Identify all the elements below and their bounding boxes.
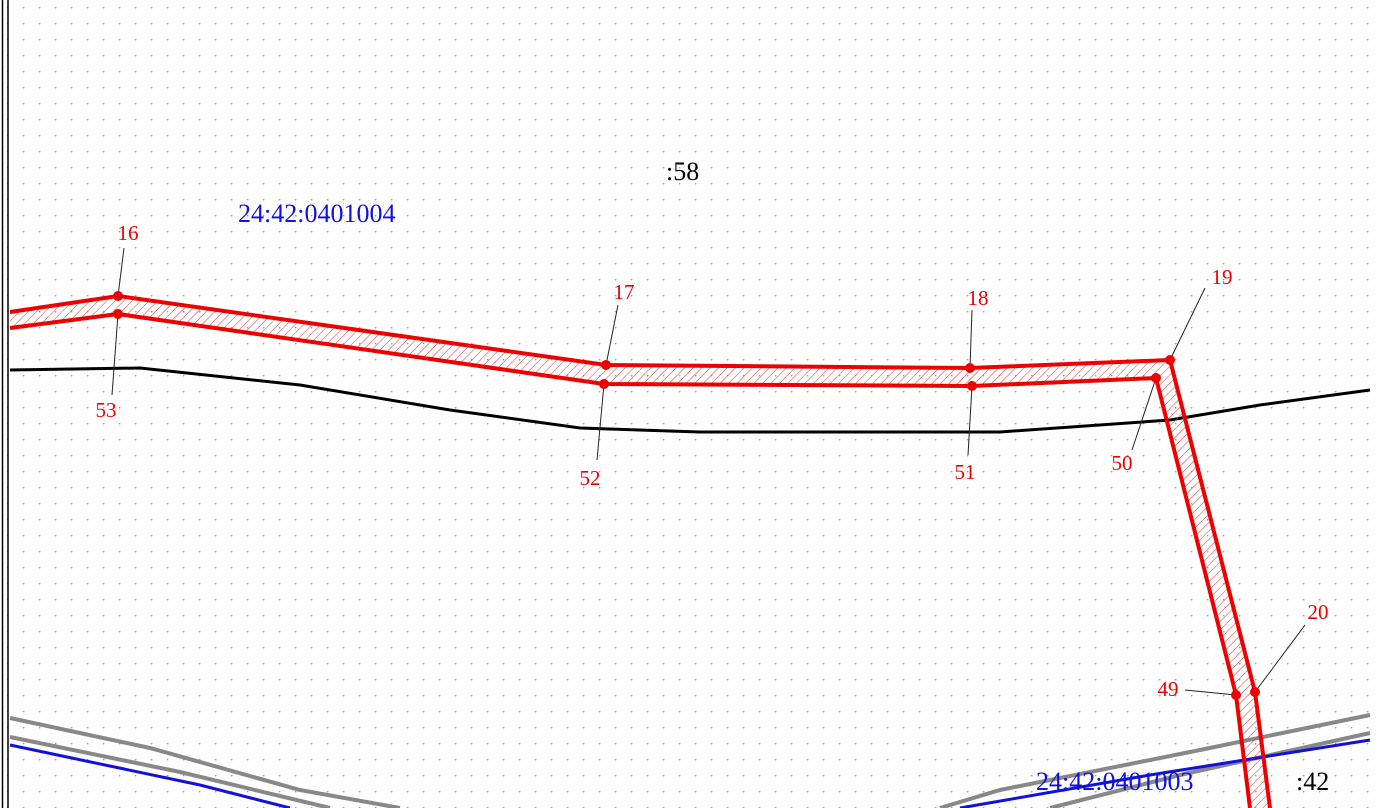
point-label: 51 — [955, 460, 976, 484]
leader — [969, 309, 973, 369]
leader — [1169, 287, 1206, 361]
point-label: 50 — [1112, 451, 1133, 475]
quarter-label: 24:42:0401004 — [238, 199, 395, 228]
leader — [605, 304, 619, 366]
leaders — [111, 247, 1306, 696]
parcel-label: :42 — [1296, 767, 1329, 796]
quarter-label: 24:42:0401003 — [1036, 767, 1193, 796]
vertex — [1151, 373, 1161, 383]
point-label: 18 — [968, 286, 989, 310]
gray-line — [939, 713, 1371, 808]
leader — [1131, 377, 1157, 451]
vertex — [967, 381, 977, 391]
point-label: 53 — [96, 398, 117, 422]
point-label: 17 — [614, 280, 635, 304]
vertex — [113, 309, 123, 319]
leader — [967, 385, 973, 456]
vertex — [1231, 690, 1241, 700]
quarter-boundary — [959, 738, 1371, 808]
gray-line — [9, 735, 331, 808]
vertices — [113, 291, 1260, 700]
gray-line — [1049, 731, 1371, 808]
vertex — [601, 360, 611, 370]
parcel-label: :58 — [666, 157, 699, 186]
leader — [596, 383, 605, 461]
black-boundary — [9, 366, 1371, 434]
point-label: 52 — [580, 466, 601, 490]
vertex — [965, 363, 975, 373]
vertex — [113, 291, 123, 301]
leader — [117, 247, 125, 297]
vertex — [599, 379, 609, 389]
point-label: 49 — [1158, 677, 1179, 701]
vertex — [1165, 355, 1175, 365]
point-label: 19 — [1212, 265, 1233, 289]
point-label: 16 — [118, 221, 139, 245]
gray-line — [9, 716, 401, 808]
leader — [111, 313, 119, 396]
leader — [1254, 624, 1306, 693]
leader — [1184, 689, 1237, 696]
vertex — [1250, 687, 1260, 697]
quarter-boundary — [9, 743, 291, 808]
point-label: 20 — [1308, 600, 1329, 624]
lower-lines — [9, 713, 1371, 808]
